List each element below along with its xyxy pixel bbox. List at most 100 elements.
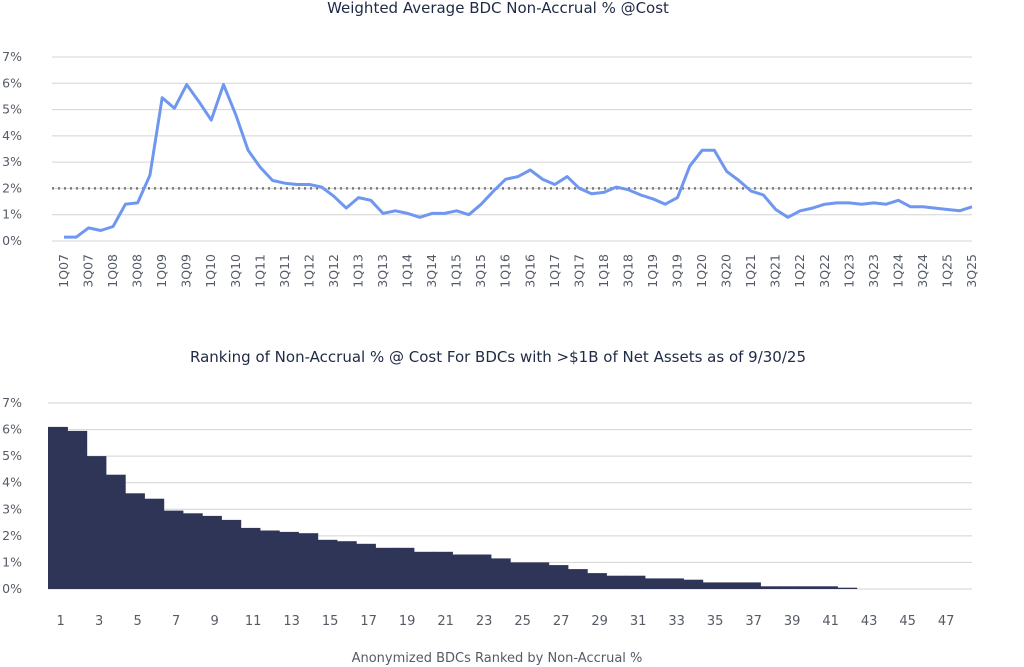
line-x-tick-label: 3Q16 [522, 254, 537, 288]
line-x-tick-label: 1Q22 [792, 254, 807, 288]
line-y-tick-label: 5% [2, 102, 22, 117]
line-x-tick-label: 3Q15 [473, 254, 488, 288]
bar-x-tick-label: 5 [133, 614, 141, 629]
bar-x-tick-label: 39 [784, 614, 801, 629]
line-y-tick-label: 3% [2, 154, 22, 169]
bar-y-tick-label: 1% [2, 554, 22, 569]
bar-x-tick-label: 47 [938, 614, 955, 629]
bar [779, 586, 800, 589]
bar-x-tick-label: 33 [668, 614, 685, 629]
bar [356, 543, 376, 589]
line-chart-x-axis: 1Q07 3Q07 1Q08 3Q08 1Q09 3Q09 1Q10 3Q10 1Q11 3Q11… [56, 254, 979, 288]
line-x-tick-label: 1Q11 [252, 254, 267, 288]
line-x-tick-label: 3Q14 [424, 254, 439, 288]
bar [644, 578, 665, 589]
line-x-tick-label: 3Q20 [719, 254, 734, 288]
bar [298, 533, 319, 589]
line-x-tick-label: 1Q07 [56, 254, 71, 288]
bar [664, 578, 684, 589]
bar-x-tick-label: 3 [95, 614, 103, 629]
series-line [64, 83, 973, 239]
bar-x-tick-label: 19 [399, 614, 416, 629]
bar [471, 554, 492, 589]
line-x-tick-label: 1Q17 [547, 254, 562, 288]
line-x-tick-label: 1Q13 [350, 254, 365, 288]
line-chart-grid [52, 56, 972, 242]
bar [837, 587, 858, 589]
bar-chart-y-axis: 0% 1% 2% 3% 4% 5% 6% 7% [2, 395, 22, 596]
bar [394, 547, 415, 589]
line-y-tick-label: 6% [2, 75, 22, 90]
line-x-tick-label: 3Q11 [277, 254, 292, 288]
line-y-tick-label: 4% [2, 128, 22, 143]
bar [798, 586, 819, 589]
line-x-tick-label: 1Q20 [694, 254, 709, 288]
bar [221, 519, 242, 589]
bar [240, 527, 261, 589]
line-x-tick-label: 1Q12 [301, 254, 316, 288]
line-x-tick-label: 1Q10 [203, 254, 218, 288]
bar-x-tick-label: 25 [514, 614, 531, 629]
line-x-tick-label: 1Q21 [743, 254, 758, 288]
line-x-tick-label: 3Q13 [375, 254, 390, 288]
bar [529, 562, 550, 589]
line-x-tick-label: 3Q08 [130, 254, 145, 288]
bar [279, 531, 299, 589]
bar-x-tick-label: 35 [707, 614, 724, 629]
bar-x-tick-label: 43 [861, 614, 878, 629]
bar-series [48, 426, 858, 589]
line-x-tick-label: 3Q23 [866, 254, 881, 288]
bar-x-tick-label: 21 [437, 614, 454, 629]
bar [202, 515, 222, 589]
bar [452, 554, 473, 589]
bar [510, 562, 530, 589]
bar [606, 575, 627, 589]
line-x-tick-label: 1Q23 [841, 254, 856, 288]
bar-x-tick-label: 29 [591, 614, 608, 629]
bar-x-tick-label: 23 [476, 614, 493, 629]
line-y-tick-label: 1% [2, 207, 22, 222]
bar-y-tick-label: 2% [2, 528, 22, 543]
bar-y-tick-label: 7% [2, 395, 22, 410]
bar [317, 539, 338, 589]
line-x-tick-label: 1Q18 [596, 254, 611, 288]
bar [490, 558, 511, 589]
line-x-tick-label: 3Q18 [620, 254, 635, 288]
line-x-tick-label: 1Q16 [498, 254, 513, 288]
line-x-tick-label: 3Q22 [817, 254, 832, 288]
bar-chart-x-axis-label: Anonymized BDCs Ranked by Non-Accrual % [352, 651, 643, 666]
bar-y-tick-label: 5% [2, 448, 22, 463]
bar [48, 426, 68, 589]
line-x-tick-label: 1Q08 [105, 254, 120, 288]
line-x-tick-label: 1Q19 [645, 254, 660, 288]
bar [818, 586, 838, 589]
line-x-tick-label: 1Q14 [400, 254, 415, 288]
line-x-tick-label: 3Q17 [571, 254, 586, 288]
bar [741, 582, 761, 589]
line-x-tick-label: 3Q07 [81, 254, 96, 288]
bar [548, 565, 569, 589]
bar [413, 551, 434, 589]
bar [587, 573, 607, 589]
bar-x-tick-label: 13 [283, 614, 300, 629]
bar-x-tick-label: 17 [360, 614, 377, 629]
line-x-tick-label: 3Q12 [326, 254, 341, 288]
bar-y-tick-label: 0% [2, 581, 22, 596]
bar-x-tick-label: 31 [630, 614, 647, 629]
bar [683, 579, 704, 589]
line-x-tick-label: 3Q10 [228, 254, 243, 288]
bar [433, 551, 453, 589]
bar [702, 582, 723, 589]
bar [163, 510, 184, 589]
bar [760, 586, 781, 589]
line-x-tick-label: 3Q21 [768, 254, 783, 288]
bar-x-tick-label: 15 [322, 614, 339, 629]
bar-x-tick-label: 45 [899, 614, 916, 629]
line-x-tick-label: 3Q25 [964, 254, 979, 288]
line-x-tick-label: 1Q15 [449, 254, 464, 288]
bar [182, 513, 203, 589]
bar [125, 493, 145, 589]
line-y-tick-label: 2% [2, 180, 22, 195]
line-x-tick-label: 3Q09 [179, 254, 194, 288]
